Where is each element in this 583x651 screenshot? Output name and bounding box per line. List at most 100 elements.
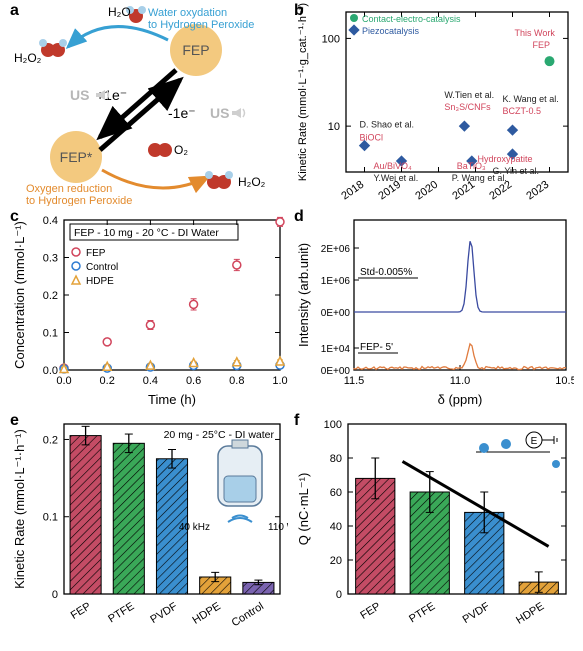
arrow-down — [100, 70, 176, 137]
svg-text:2023: 2023 — [524, 179, 551, 203]
svg-text:PTFE: PTFE — [407, 600, 437, 625]
svg-text:BiOCl: BiOCl — [360, 133, 384, 143]
svg-text:1E+06: 1E+06 — [321, 276, 351, 287]
us-right: US — [210, 105, 229, 121]
fepstar-label: FEP* — [60, 149, 93, 165]
svg-text:FEP- 5': FEP- 5' — [360, 342, 393, 353]
svg-text:Control: Control — [230, 600, 266, 629]
panel-a-schematic: FEP FEP* +1e⁻ -1e⁻ US US — [8, 2, 288, 206]
svg-text:Intensity (arb.unit): Intensity (arb.unit) — [296, 243, 311, 347]
svg-text:0E+00: 0E+00 — [321, 308, 351, 319]
svg-text:0.1: 0.1 — [43, 512, 58, 524]
bottom-caption2: to Hydrogen Peroxide — [26, 195, 132, 206]
svg-text:Sn₃S/CNFs: Sn₃S/CNFs — [444, 102, 491, 112]
us-left: US — [70, 87, 89, 103]
svg-text:FEP: FEP — [86, 248, 106, 259]
svg-text:1E+04: 1E+04 — [321, 344, 351, 355]
panel-e-chart: 0 0.1 0.2 FEP PTFE PVDF HDPE Control Kinetic Rat… — [8, 414, 288, 642]
svg-text:80: 80 — [330, 453, 342, 465]
top-caption1: Water oxydation — [148, 7, 227, 19]
panel-f-svg: 0 20 40 60 80 100 FEP PTFE PVDF HDPE Q (nC·mL⁻¹) E — [292, 414, 574, 642]
svg-text:PVDF: PVDF — [461, 600, 492, 626]
svg-text:0.4: 0.4 — [43, 215, 58, 227]
panel-c-chart: 0.0 0.2 0.4 0.6 0.8 1.0 0.0 0.1 0.2 0.3 0.4 Time (h… — [8, 210, 288, 410]
svg-text:Y.Wei et al.: Y.Wei et al. — [374, 173, 419, 183]
svg-text:0: 0 — [336, 589, 342, 601]
panel-d-chart: 11.511.010.50E+001E+040E+001E+062E+06δ (… — [292, 210, 574, 410]
top-caption2: to Hydrogen Peroxide — [148, 19, 254, 31]
svg-text:0.2: 0.2 — [100, 375, 115, 387]
svg-text:20: 20 — [330, 555, 342, 567]
svg-text:40 kHz: 40 kHz — [179, 522, 210, 533]
svg-text:10.5: 10.5 — [555, 375, 574, 387]
svg-text:PVDF: PVDF — [148, 600, 179, 626]
svg-text:Std-0.005%: Std-0.005% — [360, 267, 412, 278]
minus1e: -1e⁻ — [168, 105, 196, 121]
svg-text:Control: Control — [86, 262, 118, 273]
svg-text:2E+06: 2E+06 — [321, 244, 351, 255]
svg-text:0E+00: 0E+00 — [321, 366, 351, 377]
figure-root: a b c d e f FEP FEP* — [0, 0, 583, 651]
svg-text:Kinetic Rate (mmol·L⁻¹·g_cat.⁻: Kinetic Rate (mmol·L⁻¹·g_cat.⁻¹·h⁻¹) — [297, 3, 309, 181]
svg-text:0.8: 0.8 — [229, 375, 244, 387]
svg-text:110 W: 110 W — [268, 522, 288, 533]
svg-text:K. Wang et al.: K. Wang et al. — [503, 94, 559, 104]
svg-text:FEP - 10 mg - 20 °C - DI Water: FEP - 10 mg - 20 °C - DI Water — [74, 227, 219, 239]
svg-text:FEP: FEP — [69, 600, 94, 622]
svg-text:0.4: 0.4 — [143, 375, 158, 387]
svg-text:G. Yin et al.: G. Yin et al. — [493, 166, 540, 176]
svg-text:0.2: 0.2 — [43, 290, 58, 302]
svg-text:20 mg - 25°C - DI water: 20 mg - 25°C - DI water — [164, 429, 275, 441]
svg-text:60: 60 — [330, 487, 342, 499]
svg-text:HDPE: HDPE — [191, 600, 223, 626]
panel-b-svg: 10100201820192020202120222023Kinetic Rat… — [292, 2, 574, 206]
svg-text:0.6: 0.6 — [186, 375, 201, 387]
svg-text:0: 0 — [52, 589, 58, 601]
svg-text:1.0: 1.0 — [272, 375, 287, 387]
svg-text:BCZT-0.5: BCZT-0.5 — [503, 106, 542, 116]
h2o2-text: H₂O₂ — [14, 51, 42, 65]
h2o2-bottom-text: H₂O₂ — [238, 175, 266, 189]
svg-text:0.0: 0.0 — [56, 375, 71, 387]
orange-arrow — [102, 170, 208, 188]
o2-molecule-icon — [148, 143, 172, 157]
bottom-caption1: Oxygen reduction — [26, 183, 112, 195]
svg-text:Au/BiVO₄: Au/BiVO₄ — [374, 161, 413, 171]
svg-text:Time (h): Time (h) — [148, 392, 196, 407]
svg-text:Q (nC·mL⁻¹): Q (nC·mL⁻¹) — [296, 473, 311, 546]
panel-b-chart: 10100201820192020202120222023Kinetic Rat… — [292, 2, 574, 206]
panel-d-svg: 11.511.010.50E+001E+040E+001E+062E+06δ (… — [292, 210, 574, 410]
svg-text:HDPE: HDPE — [86, 276, 114, 287]
svg-text:HDPE: HDPE — [514, 600, 546, 626]
svg-text:0.1: 0.1 — [43, 328, 58, 340]
panel-f-chart: 0 20 40 60 80 100 FEP PTFE PVDF HDPE Q (nC·mL⁻¹) E — [292, 414, 574, 642]
svg-text:0.3: 0.3 — [43, 253, 58, 265]
svg-text:Kinetic Rate (mmol·L⁻¹·h⁻¹): Kinetic Rate (mmol·L⁻¹·h⁻¹) — [12, 429, 27, 589]
svg-text:Piezocatalysis: Piezocatalysis — [362, 26, 420, 36]
svg-text:W.Tien et al.: W.Tien et al. — [444, 90, 494, 100]
svg-text:10: 10 — [328, 121, 340, 133]
svg-text:0.0: 0.0 — [43, 365, 58, 377]
svg-text:Contact-electro-catalysis: Contact-electro-catalysis — [362, 14, 461, 24]
speaker-icon — [232, 108, 245, 118]
panel-e-svg: 0 0.1 0.2 FEP PTFE PVDF HDPE Control Kinetic Rat… — [8, 414, 288, 642]
svg-text:11.0: 11.0 — [450, 375, 471, 387]
svg-text:Hydroxypatite: Hydroxypatite — [478, 154, 533, 164]
svg-text:PTFE: PTFE — [106, 600, 136, 625]
svg-text:0.2: 0.2 — [43, 434, 58, 446]
svg-text:This Work: This Work — [515, 28, 556, 38]
svg-text:40: 40 — [330, 521, 342, 533]
fep-label: FEP — [182, 42, 209, 58]
schematic-svg: FEP FEP* +1e⁻ -1e⁻ US US — [8, 2, 288, 206]
svg-text:100: 100 — [324, 419, 342, 431]
o2-text: O₂ — [174, 143, 188, 157]
h2o2-molecule-icon — [39, 39, 67, 57]
svg-text:Concentration (mmol·L⁻¹): Concentration (mmol·L⁻¹) — [12, 221, 27, 369]
svg-text:E: E — [531, 436, 538, 447]
svg-text:FEP: FEP — [533, 40, 551, 50]
svg-text:δ (ppm): δ (ppm) — [438, 392, 483, 407]
svg-text:100: 100 — [322, 33, 340, 45]
svg-text:FEP: FEP — [358, 600, 383, 622]
svg-text:D. Shao et al.: D. Shao et al. — [360, 120, 415, 130]
h2o2-molecule-bottom-icon — [205, 171, 233, 189]
